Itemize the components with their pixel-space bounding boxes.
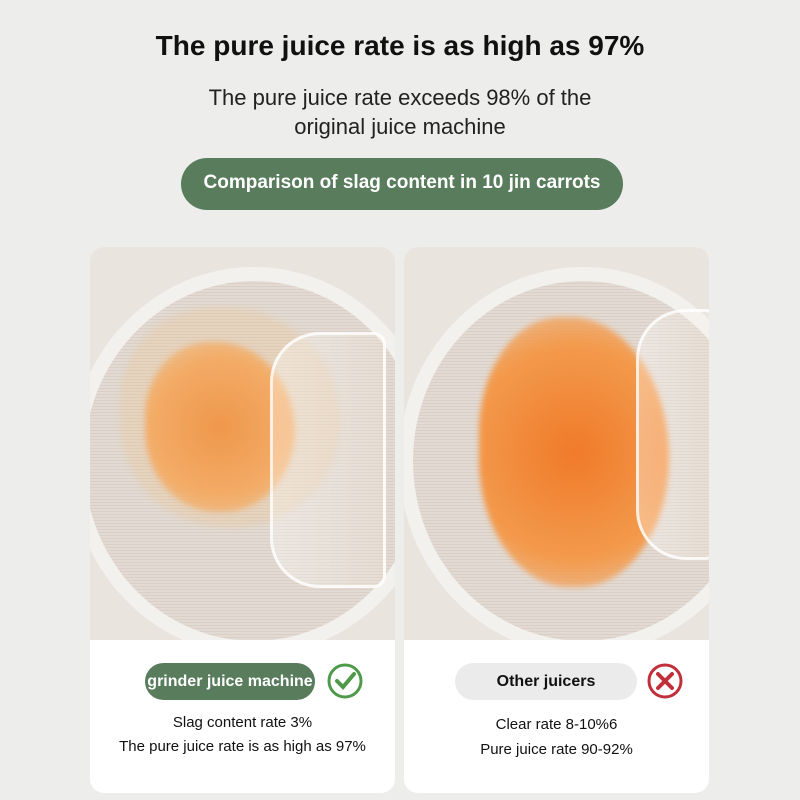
juice-residue-photo	[404, 247, 709, 640]
x-circle-icon	[647, 663, 683, 699]
juice-residue-photo	[90, 247, 395, 640]
check-circle-icon	[327, 663, 363, 699]
subtitle-line: The pure juice rate exceeds 98% of the	[208, 85, 592, 110]
subtitle: The pure juice rate exceeds 98% of the or…	[0, 83, 800, 141]
page-title: The pure juice rate is as high as 97%	[155, 30, 645, 61]
right-comparison-card: Other juicers Clear rate 8-10%6 Pure jui…	[404, 247, 709, 793]
left-comparison-card: grinder juice machine Slag content rate …	[90, 247, 395, 793]
subtitle-line: original juice machine	[294, 114, 506, 139]
grinder-juice-machine-label: grinder juice machine	[145, 663, 315, 700]
comparison-banner: Comparison of slag content in 10 jin car…	[181, 158, 623, 210]
pure-juice-rate-text: The pure juice rate is as high as 97%	[119, 738, 366, 755]
pure-juice-rate-text: Pure juice rate 90-92%	[480, 741, 633, 758]
clear-rate-text: Clear rate 8-10%6	[495, 716, 618, 733]
other-juicers-label: Other juicers	[455, 663, 637, 700]
slag-rate-text: Slag content rate 3%	[172, 714, 313, 731]
